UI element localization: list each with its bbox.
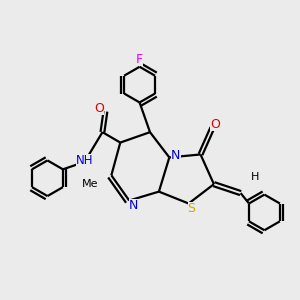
Text: S: S <box>188 202 196 215</box>
Text: Me: Me <box>82 179 99 189</box>
Text: NH: NH <box>76 154 93 167</box>
Text: N: N <box>171 149 181 162</box>
Text: N: N <box>129 200 138 212</box>
Text: H: H <box>251 172 260 182</box>
Text: O: O <box>210 118 220 131</box>
Text: F: F <box>136 53 143 66</box>
Text: O: O <box>94 102 104 115</box>
